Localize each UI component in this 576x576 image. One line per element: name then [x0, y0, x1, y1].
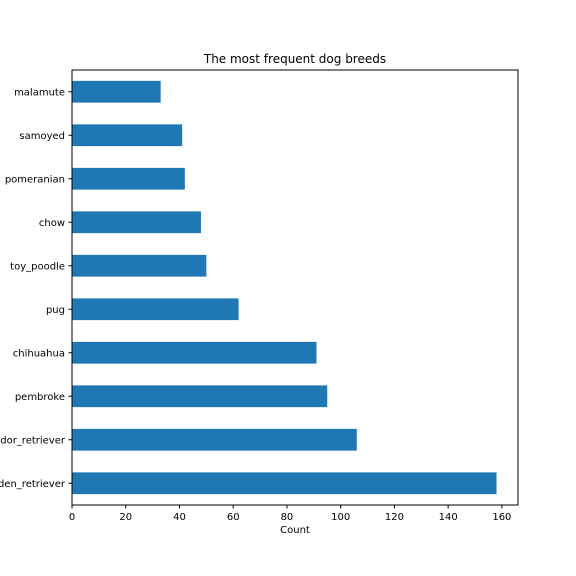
bar-golden-retriever [72, 472, 497, 494]
x-tick-label: 140 [439, 512, 458, 523]
bar-malamute [72, 81, 161, 103]
y-tick-label: pomeranian [5, 174, 65, 185]
x-tick-label: 120 [385, 512, 404, 523]
x-tick-label: 100 [331, 512, 350, 523]
x-tick-label: 20 [119, 512, 132, 523]
y-tick-label: samoyed [19, 131, 65, 142]
bar-chihuahua [72, 342, 316, 364]
y-tick-label: golden_retriever [0, 479, 66, 490]
x-tick-label: 40 [173, 512, 186, 523]
y-tick-label: toy_poodle [10, 261, 65, 272]
x-tick-label: 60 [227, 512, 240, 523]
y-tick-label: labrador_retriever [0, 435, 66, 446]
y-axis: golden_retriever labrador_retriever pembro… [0, 87, 72, 490]
x-axis: 0 20 40 60 80 100 120 140 160 [69, 505, 512, 523]
y-tick-label: chow [39, 218, 65, 229]
y-tick-label: chihuahua [13, 348, 65, 359]
x-tick-label: 80 [281, 512, 294, 523]
bars-group [72, 81, 497, 494]
bar-pug [72, 298, 239, 320]
chart-title: The most frequent dog breeds [203, 52, 386, 66]
y-tick-label: pug [46, 305, 65, 316]
bar-toy-poodle [72, 255, 206, 277]
bar-pembroke [72, 385, 327, 407]
bar-pomeranian [72, 168, 185, 190]
y-tick-label: malamute [14, 87, 65, 98]
x-tick-label: 0 [69, 512, 75, 523]
bar-chow [72, 211, 201, 233]
bar-labrador-retriever [72, 429, 357, 451]
x-tick-label: 160 [492, 512, 511, 523]
x-axis-label: Count [280, 525, 310, 536]
bar-samoyed [72, 124, 182, 146]
y-tick-label: pembroke [15, 392, 65, 403]
